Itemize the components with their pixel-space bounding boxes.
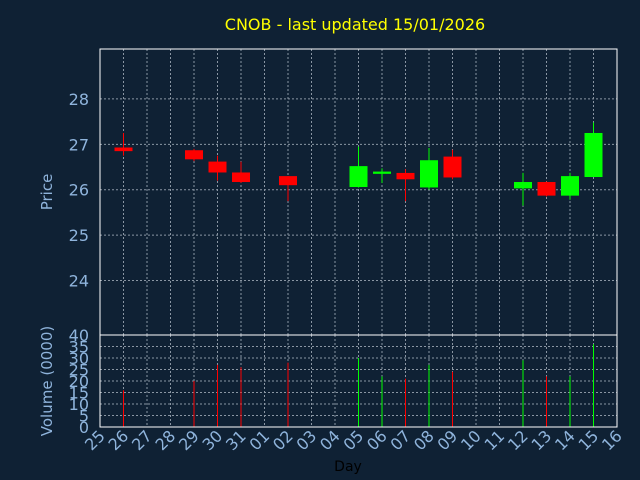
volume-tick-label: 20 [69, 372, 89, 391]
x-axis-label: Day [334, 459, 362, 475]
volume-tick-label: 40 [69, 326, 89, 345]
candle-body [232, 172, 250, 183]
volume-tick-label: 35 [69, 338, 89, 357]
price-tick-label: 27 [69, 135, 89, 154]
candle-body [279, 176, 297, 186]
price-tick-label: 25 [69, 226, 89, 245]
volume-tick-label: 25 [69, 361, 89, 380]
volume-tick-label: 15 [69, 384, 89, 403]
price-tick-label: 28 [69, 90, 89, 109]
candle-body [584, 132, 603, 178]
volume-tick-label: 30 [69, 349, 89, 368]
volume-frame [99, 334, 618, 428]
price-axis-label: Price [38, 174, 56, 211]
volume-axis-label: Volume (0000) [38, 326, 56, 436]
candle-body [114, 147, 133, 152]
volume-tick-label: 0 [79, 418, 89, 437]
candle-body [349, 166, 368, 188]
x-tick-label: 16 [598, 426, 626, 454]
candle-body [514, 182, 532, 189]
price-tick-label: 26 [69, 181, 89, 200]
candle-body [185, 150, 203, 160]
chart-title: CNOB - last updated 15/01/2026 [225, 15, 485, 34]
candle-body [420, 160, 438, 188]
volume-tick-label: 10 [69, 395, 89, 414]
price-tick-label: 24 [69, 272, 89, 291]
volume-tick-label: 5 [79, 407, 89, 426]
candle-body [373, 171, 391, 174]
price-panel: 24 25 26 27 28 [69, 48, 618, 336]
price-plot-area [100, 49, 617, 335]
candle-body [537, 182, 556, 196]
candle-body [396, 172, 415, 180]
candle-body [443, 156, 462, 178]
candle-body [208, 161, 227, 173]
candle-body [561, 176, 579, 196]
